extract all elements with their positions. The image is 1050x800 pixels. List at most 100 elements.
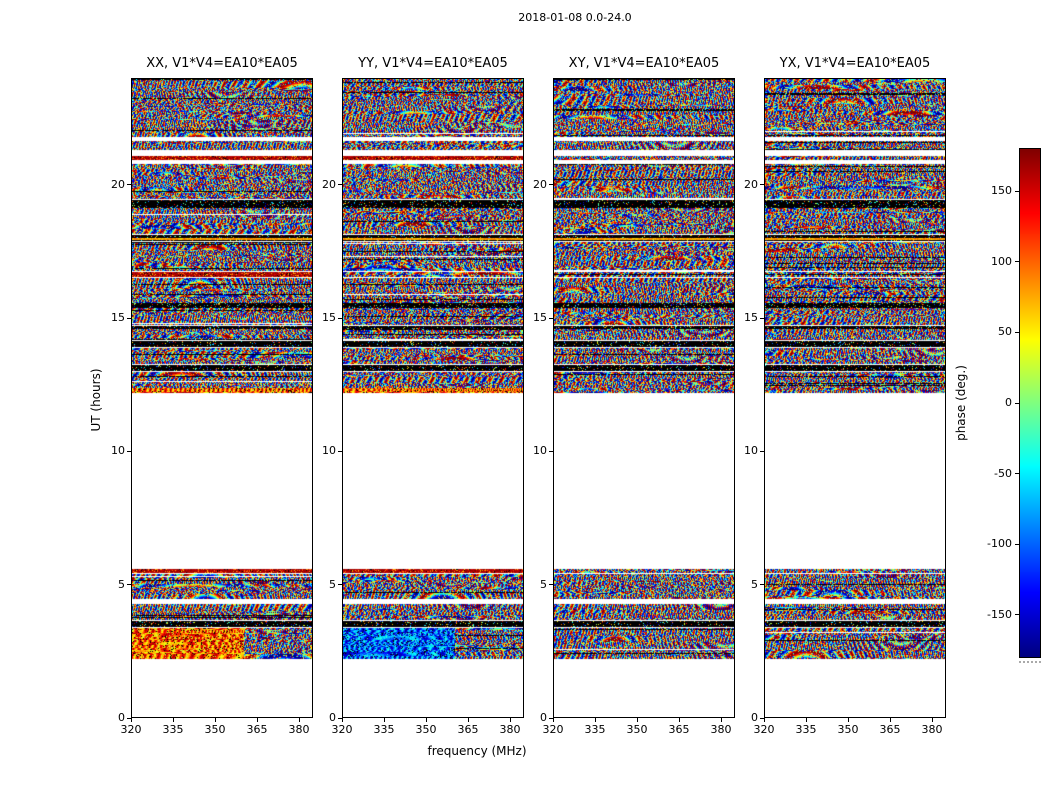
y-tick-mark: [127, 717, 131, 719]
x-tick-label: 320: [542, 723, 564, 736]
y-tick-mark: [549, 717, 553, 719]
x-tick-mark: [763, 718, 765, 722]
colorbar-tick-label: 100: [991, 254, 1012, 268]
colorbar-tick-mark: [1015, 473, 1019, 475]
x-axis-label: frequency (MHz): [427, 744, 527, 758]
y-tick-label: 20: [111, 177, 125, 191]
y-tick-label: 15: [744, 311, 758, 324]
y-tick-label: 0: [751, 711, 758, 724]
x-tick-label: 350: [415, 723, 437, 736]
x-tick-label: 320: [753, 723, 775, 736]
heatmap-panel-yy: [342, 78, 524, 718]
y-tick-label: 10: [111, 444, 125, 458]
colorbar-flagged-strip: [1019, 661, 1041, 663]
x-tick-label: 365: [457, 723, 479, 736]
x-tick-mark: [467, 718, 469, 722]
x-tick-mark: [720, 718, 722, 722]
x-tick-label: 365: [246, 723, 268, 736]
y-tick-mark: [127, 450, 131, 452]
y-tick-label: 15: [533, 311, 547, 324]
colorbar-label: phase (deg.): [954, 365, 968, 441]
x-tick-label: 335: [584, 723, 606, 736]
colorbar-tick-mark: [1015, 261, 1019, 263]
x-tick-mark: [130, 718, 132, 722]
x-tick-label: 335: [373, 723, 395, 736]
y-tick-label: 0: [118, 711, 125, 724]
x-tick-mark: [425, 718, 427, 722]
x-tick-label: 380: [710, 723, 732, 736]
x-tick-label: 350: [837, 723, 859, 736]
x-tick-label: 335: [795, 723, 817, 736]
x-tick-label: 350: [626, 723, 648, 736]
y-tick-label: 20: [322, 177, 336, 191]
y-tick-mark: [127, 184, 131, 186]
x-tick-mark: [172, 718, 174, 722]
y-axis-label: UT (hours): [89, 368, 103, 432]
colorbar-tick-label: -100: [987, 537, 1012, 551]
x-tick-label: 320: [331, 723, 353, 736]
x-tick-label: 380: [288, 723, 310, 736]
y-tick-label: 0: [329, 711, 336, 724]
x-tick-mark: [889, 718, 891, 722]
y-tick-mark: [760, 317, 764, 319]
colorbar-tick-label: 0: [1005, 396, 1012, 409]
x-tick-mark: [931, 718, 933, 722]
y-tick-mark: [127, 584, 131, 586]
heatmap-canvas-xx: [132, 79, 312, 717]
x-tick-mark: [636, 718, 638, 722]
y-tick-mark: [760, 184, 764, 186]
x-tick-mark: [256, 718, 258, 722]
y-tick-mark: [760, 584, 764, 586]
colorbar-tick-mark: [1015, 190, 1019, 192]
y-tick-label: 20: [744, 177, 758, 191]
y-tick-label: 15: [322, 311, 336, 324]
y-tick-mark: [338, 584, 342, 586]
colorbar-tick-label: -50: [994, 466, 1012, 480]
x-tick-mark: [341, 718, 343, 722]
y-tick-mark: [338, 717, 342, 719]
y-tick-label: 20: [533, 177, 547, 191]
heatmap-panel-yx: [764, 78, 946, 718]
heatmap-canvas-xy: [554, 79, 734, 717]
x-tick-label: 380: [499, 723, 521, 736]
y-tick-mark: [549, 184, 553, 186]
x-tick-mark: [678, 718, 680, 722]
y-tick-label: 10: [322, 444, 336, 458]
colorbar-tick-mark: [1015, 543, 1019, 545]
panel-title-xy: XY, V1*V4=EA10*EA05: [568, 56, 720, 71]
x-tick-mark: [552, 718, 554, 722]
heatmap-canvas-yy: [343, 79, 523, 717]
x-tick-mark: [214, 718, 216, 722]
y-tick-label: 5: [329, 577, 336, 591]
y-tick-mark: [338, 184, 342, 186]
x-tick-mark: [594, 718, 596, 722]
x-tick-label: 365: [879, 723, 901, 736]
x-tick-mark: [805, 718, 807, 722]
colorbar-tick-label: -150: [987, 607, 1012, 621]
colorbar-tick-label: 150: [991, 184, 1012, 198]
y-tick-label: 10: [744, 444, 758, 458]
x-tick-label: 320: [120, 723, 142, 736]
y-tick-label: 15: [111, 311, 125, 324]
y-tick-mark: [549, 317, 553, 319]
y-tick-mark: [760, 717, 764, 719]
y-tick-mark: [338, 450, 342, 452]
x-tick-mark: [298, 718, 300, 722]
x-tick-label: 365: [668, 723, 690, 736]
x-tick-mark: [509, 718, 511, 722]
y-tick-label: 5: [540, 577, 547, 591]
y-tick-label: 5: [118, 577, 125, 591]
heatmap-panel-xy: [553, 78, 735, 718]
x-tick-mark: [847, 718, 849, 722]
colorbar-gradient: [1020, 149, 1040, 657]
heatmap-canvas-yx: [765, 79, 945, 717]
x-tick-label: 335: [162, 723, 184, 736]
y-tick-mark: [127, 317, 131, 319]
y-tick-mark: [549, 450, 553, 452]
panel-title-xx: XX, V1*V4=EA10*EA05: [146, 56, 298, 71]
y-tick-label: 0: [540, 711, 547, 724]
panel-title-yy: YY, V1*V4=EA10*EA05: [358, 56, 508, 71]
colorbar-tick-mark: [1015, 331, 1019, 333]
x-tick-label: 380: [921, 723, 943, 736]
y-tick-label: 5: [751, 577, 758, 591]
